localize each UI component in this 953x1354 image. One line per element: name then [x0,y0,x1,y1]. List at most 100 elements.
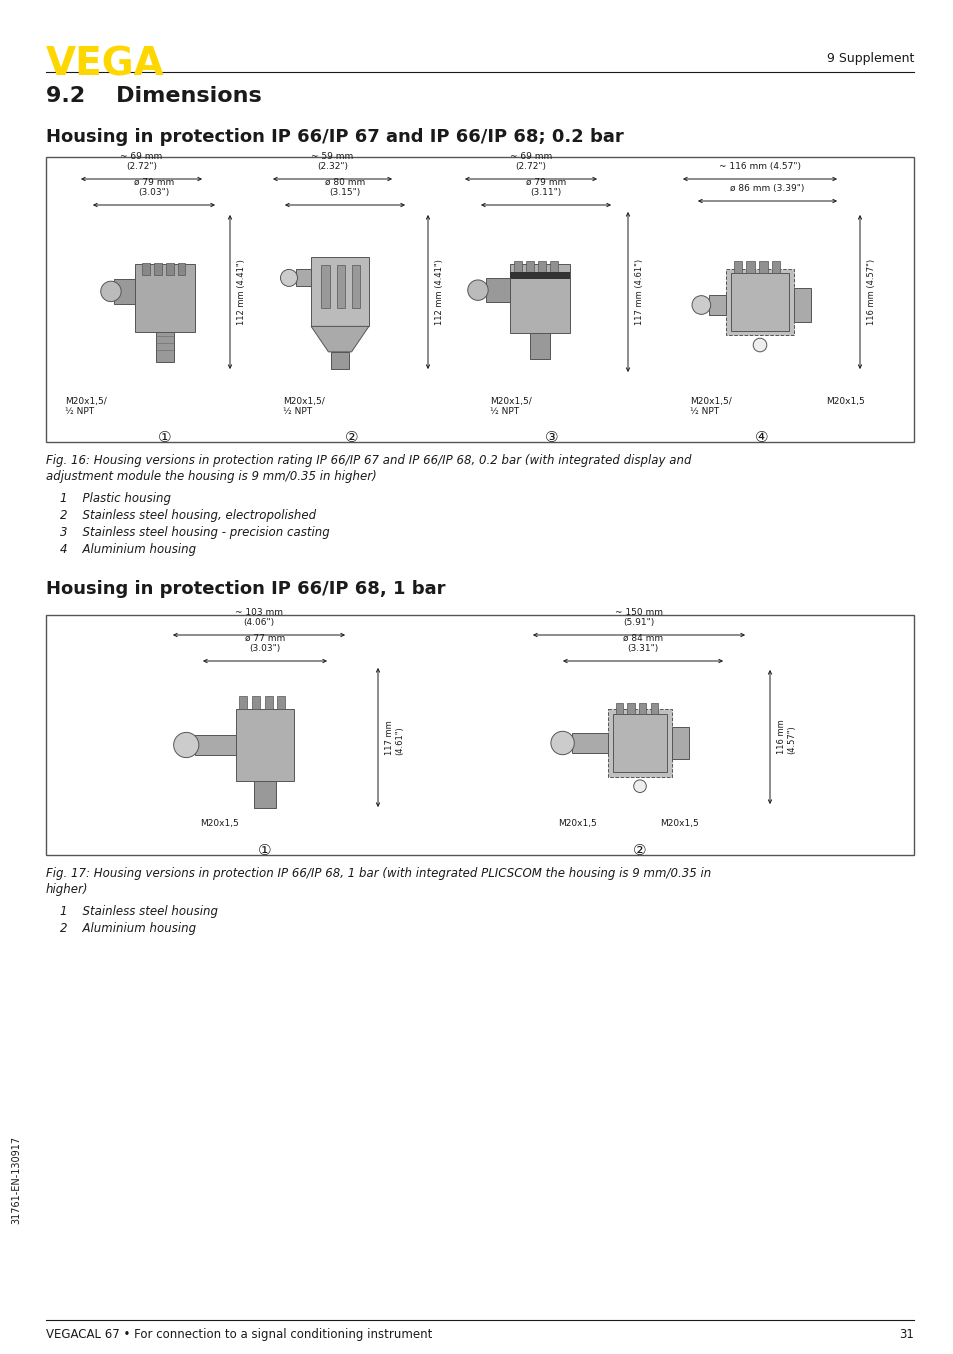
Bar [321,265,330,307]
Text: higher): higher) [46,883,89,896]
Text: 112 mm (4.41"): 112 mm (4.41") [435,259,443,325]
Bar [113,279,135,305]
Text: ~ 150 mm
(5.91"): ~ 150 mm (5.91") [615,608,662,627]
Text: adjustment module the housing is 9 mm/0.35 in higher): adjustment module the housing is 9 mm/0.… [46,470,376,483]
Text: 112 mm (4.41"): 112 mm (4.41") [236,259,246,325]
Bar [571,733,607,753]
Text: 2    Aluminium housing: 2 Aluminium housing [60,922,196,936]
Bar [639,703,645,714]
Text: Fig. 17: Housing versions in protection IP 66/IP 68, 1 bar (with integrated PLIC: Fig. 17: Housing versions in protection … [46,867,711,880]
Bar [550,261,558,275]
Text: M20x1,5: M20x1,5 [558,819,597,829]
Bar [253,781,275,808]
Bar [155,332,174,362]
Circle shape [633,780,645,792]
Text: 117 mm (4.61"): 117 mm (4.61") [635,259,643,325]
Bar [311,257,369,326]
Bar [672,727,688,760]
Bar [759,261,767,272]
Text: ø 86 mm (3.39"): ø 86 mm (3.39") [730,184,803,194]
Text: M20x1,5/
½ NPT: M20x1,5/ ½ NPT [65,397,107,417]
Bar [725,268,793,334]
Bar [730,272,788,330]
Text: 117 mm
(4.61"): 117 mm (4.61") [385,720,404,756]
Bar [252,696,260,709]
Bar [615,703,622,714]
Bar [510,272,569,279]
Bar [264,696,273,709]
Text: ~ 59 mm
(2.32"): ~ 59 mm (2.32") [311,152,354,171]
Text: M20x1,5: M20x1,5 [659,819,698,829]
Bar [46,157,913,441]
Circle shape [173,733,198,758]
Text: 31761-EN-130917: 31761-EN-130917 [11,1136,21,1224]
Text: ø 80 mm
(3.15"): ø 80 mm (3.15") [325,177,365,196]
Text: ~ 103 mm
(4.06"): ~ 103 mm (4.06") [234,608,283,627]
Text: Fig. 16: Housing versions in protection rating IP 66/IP 67 and IP 66/IP 68, 0.2 : Fig. 16: Housing versions in protection … [46,454,691,467]
Text: Housing in protection IP 66/IP 68, 1 bar: Housing in protection IP 66/IP 68, 1 bar [46,580,445,598]
Text: M20x1,5/
½ NPT: M20x1,5/ ½ NPT [490,397,531,417]
Bar [793,288,810,322]
Bar [514,261,521,275]
Bar [166,263,173,275]
Circle shape [280,269,297,287]
Bar [142,263,150,275]
Text: M20x1,5/
½ NPT: M20x1,5/ ½ NPT [689,397,731,417]
Bar [537,261,545,275]
Bar [708,295,725,315]
Text: 2    Stainless steel housing, electropolished: 2 Stainless steel housing, electropolish… [60,509,315,523]
Bar [771,261,780,272]
Bar [336,265,345,307]
Text: ~ 69 mm
(2.72"): ~ 69 mm (2.72") [509,152,552,171]
Text: ø 79 mm
(3.11"): ø 79 mm (3.11") [525,177,565,196]
Text: 9 Supplement: 9 Supplement [825,51,913,65]
Bar [510,264,569,333]
Bar [235,709,294,781]
Bar [46,615,913,854]
Text: ②: ② [633,844,646,858]
Bar [331,352,349,368]
Text: ③: ③ [544,431,558,445]
Bar [295,269,311,287]
Text: 4    Aluminium housing: 4 Aluminium housing [60,543,196,556]
Bar [526,261,534,275]
Bar [153,263,161,275]
Bar [239,696,247,709]
Text: M20x1,5: M20x1,5 [200,819,238,829]
Text: M20x1,5/
½ NPT: M20x1,5/ ½ NPT [283,397,324,417]
Text: 1    Plastic housing: 1 Plastic housing [60,492,171,505]
Polygon shape [311,326,369,352]
Bar [135,264,194,332]
Bar [352,265,360,307]
Text: 116 mm (4.57"): 116 mm (4.57") [866,259,875,325]
Text: 31: 31 [898,1328,913,1340]
Text: 1    Stainless steel housing: 1 Stainless steel housing [60,904,218,918]
Circle shape [550,731,574,754]
Text: M20x1,5: M20x1,5 [825,397,863,406]
Bar [607,708,672,777]
Bar [613,714,666,772]
Text: ø 77 mm
(3.03"): ø 77 mm (3.03") [245,634,285,653]
Circle shape [467,280,488,301]
Bar [733,261,741,272]
Text: 3    Stainless steel housing - precision casting: 3 Stainless steel housing - precision ca… [60,525,330,539]
Bar [650,703,658,714]
Circle shape [691,295,710,314]
Circle shape [753,338,766,352]
Text: VEGA: VEGA [46,45,165,83]
Text: ø 79 mm
(3.03"): ø 79 mm (3.03") [133,177,174,196]
Text: ①: ① [258,844,272,858]
Text: ø 84 mm
(3.31"): ø 84 mm (3.31") [622,634,662,653]
Bar [486,279,510,302]
Text: ②: ② [345,431,358,445]
Text: 9.2    Dimensions: 9.2 Dimensions [46,87,261,106]
Text: ④: ④ [755,431,768,445]
Text: ~ 116 mm (4.57"): ~ 116 mm (4.57") [719,162,801,171]
Circle shape [101,282,121,302]
Text: Housing in protection IP 66/IP 67 and IP 66/IP 68; 0.2 bar: Housing in protection IP 66/IP 67 and IP… [46,129,623,146]
Bar [195,735,235,756]
Text: VEGACAL 67 • For connection to a signal conditioning instrument: VEGACAL 67 • For connection to a signal … [46,1328,432,1340]
Bar [529,333,550,359]
Text: ~ 69 mm
(2.72"): ~ 69 mm (2.72") [120,152,162,171]
Bar [745,261,754,272]
